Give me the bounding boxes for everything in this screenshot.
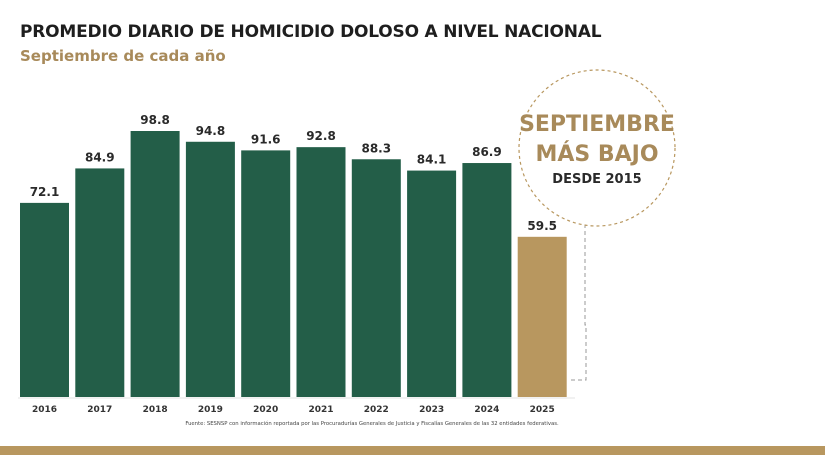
x-tick-2018: 2018 — [143, 405, 168, 415]
x-tick-2025: 2025 — [530, 405, 555, 415]
value-label-2021: 92.8 — [306, 129, 336, 143]
value-label-2024: 86.9 — [472, 145, 502, 159]
bar-2024 — [462, 163, 512, 397]
x-tick-2024: 2024 — [474, 405, 499, 415]
value-label-2020: 91.6 — [251, 132, 281, 146]
callout-line2: MÁS BAJO — [535, 141, 658, 167]
bottom-band — [0, 446, 825, 455]
x-tick-2021: 2021 — [308, 405, 333, 415]
source-note: Fuente: SESNSP con información reportada… — [185, 420, 559, 427]
x-tick-2016: 2016 — [32, 405, 57, 415]
bar-2023 — [407, 170, 457, 397]
value-label-2016: 72.1 — [30, 185, 60, 199]
bar-2020 — [241, 150, 291, 397]
value-label-2017: 84.9 — [85, 150, 115, 164]
chart-subtitle: Septiembre de cada año — [20, 47, 226, 65]
value-label-2022: 88.3 — [361, 141, 391, 155]
callout-line1: SEPTIEMBRE — [519, 112, 675, 137]
x-tick-2022: 2022 — [364, 405, 389, 415]
bar-2016 — [20, 202, 69, 397]
callout-connector — [570, 210, 587, 381]
chart-title: PROMEDIO DIARIO DE HOMICIDIO DOLOSO A NI… — [20, 22, 602, 42]
callout-line3: DESDE 2015 — [552, 172, 641, 187]
value-label-2019: 94.8 — [196, 124, 226, 138]
value-label-2025: 59.5 — [527, 219, 557, 233]
x-tick-2023: 2023 — [419, 405, 444, 415]
x-tick-2019: 2019 — [198, 405, 223, 415]
x-tick-2020: 2020 — [253, 405, 278, 415]
x-tick-2017: 2017 — [87, 405, 112, 415]
bar-2018 — [130, 131, 180, 397]
value-label-2023: 84.1 — [417, 153, 447, 167]
value-label-2018: 98.8 — [140, 113, 170, 127]
bar-2019 — [185, 141, 235, 397]
bar-2021 — [296, 147, 346, 397]
bar-2017 — [75, 168, 125, 397]
bar-2025 — [517, 236, 567, 397]
bar-2022 — [351, 159, 401, 397]
callout-circle — [518, 69, 676, 227]
